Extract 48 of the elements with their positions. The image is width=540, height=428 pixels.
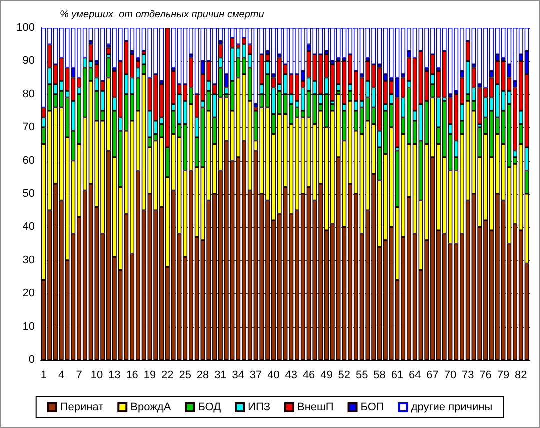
x-tick-label: 22 xyxy=(162,370,174,382)
legend-label: БОП xyxy=(360,402,384,414)
x-tick-label: 7 xyxy=(76,370,82,382)
x-tick-label: 16 xyxy=(126,370,138,382)
legend-label: ВрождА xyxy=(130,402,172,414)
y-tick-label: 0 xyxy=(28,354,35,366)
x-tick-label: 34 xyxy=(232,370,244,382)
x-tick-label: 64 xyxy=(408,370,422,382)
x-tick-label: 58 xyxy=(374,370,386,382)
y-tick-label: 60 xyxy=(22,154,35,167)
x-tick-label: 76 xyxy=(480,370,492,382)
y-tick-label: 20 xyxy=(22,288,35,300)
x-tick-label: 37 xyxy=(250,370,262,382)
y-tick-label: 100 xyxy=(16,22,35,34)
x-tick-label: 43 xyxy=(285,370,298,382)
legend-label: ИПЗ xyxy=(248,402,271,414)
legend-label: ВнешП xyxy=(298,402,334,414)
legend-label: другие причины xyxy=(411,402,493,414)
x-tick-label: 79 xyxy=(497,370,510,382)
y-tick-label: 30 xyxy=(22,254,35,266)
x-tick-label: 31 xyxy=(214,370,227,382)
x-tick-label: 55 xyxy=(356,370,368,382)
y-tick-label: 40 xyxy=(22,221,35,234)
y-tick-label: 70 xyxy=(22,122,35,134)
legend-label: БОД xyxy=(198,402,222,414)
x-tick-label: 19 xyxy=(144,370,156,382)
x-tick-label: 73 xyxy=(462,370,474,382)
legend-label: Перинат xyxy=(60,402,104,414)
y-tick-label: 10 xyxy=(22,320,35,333)
y-tick-label: 90 xyxy=(22,55,35,68)
x-tick-label: 61 xyxy=(391,370,404,382)
x-tick-label: 1 xyxy=(40,370,48,382)
x-tick-label: 13 xyxy=(108,370,121,382)
chart-title: % умерших от отдельных причин смерти xyxy=(60,10,265,20)
x-tick-label: 28 xyxy=(196,370,210,382)
x-tick-label: 67 xyxy=(426,370,439,382)
x-tick-label: 40 xyxy=(268,370,280,382)
x-tick-label: 25 xyxy=(179,370,192,382)
x-tick-label: 49 xyxy=(320,370,333,382)
bar xyxy=(106,48,111,55)
x-tick-label: 82 xyxy=(515,370,528,382)
x-tick-label: 46 xyxy=(302,370,316,382)
x-tick-label: 4 xyxy=(58,370,65,382)
y-tick-label: 80 xyxy=(22,88,35,100)
y-tick-label: 50 xyxy=(22,188,35,200)
x-tick-label: 10 xyxy=(90,370,104,382)
x-tick-label: 52 xyxy=(338,370,351,382)
x-tick-label: 70 xyxy=(444,370,457,382)
